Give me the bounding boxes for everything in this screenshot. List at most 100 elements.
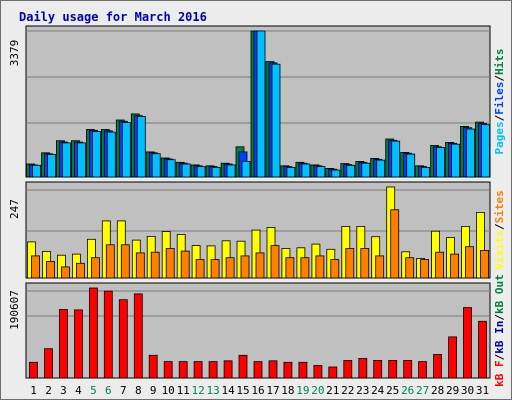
- x-tick-label-day-18: 18: [281, 384, 294, 397]
- x-tick-label-day-28: 28: [431, 384, 444, 397]
- bar-visits-sites-day-16: [255, 252, 265, 279]
- legend-kbytes-part-2: kB In: [493, 321, 506, 354]
- bar-kbytes-kb-f-day-29: [448, 336, 458, 379]
- bar-hits-pages-day-28: [436, 147, 446, 178]
- panel-visits-ymax-label: 247: [8, 199, 21, 219]
- legend-visits-part-2: Sites: [493, 190, 506, 223]
- x-tick-label-day-20: 20: [311, 384, 324, 397]
- bar-hits-pages-day-23: [361, 162, 371, 178]
- bar-kbytes-kb-f-day-4: [74, 309, 83, 379]
- x-tick-label-day-4: 4: [75, 384, 82, 397]
- bar-hits-pages-day-2: [47, 154, 56, 178]
- bar-kbytes-kb-f-day-22: [343, 359, 353, 379]
- bar-visits-sites-day-27: [420, 259, 430, 279]
- x-tick-label-day-26: 26: [401, 384, 414, 397]
- x-tick-label-day-23: 23: [356, 384, 369, 397]
- bar-kbytes-kb-f-day-27: [418, 361, 428, 379]
- x-tick-label-day-7: 7: [120, 384, 127, 397]
- bar-visits-sites-day-19: [300, 257, 310, 279]
- bar-visits-sites-day-15: [240, 255, 250, 279]
- legend-kbytes-part-1: /: [493, 353, 506, 360]
- bar-kbytes-kb-f-day-3: [59, 309, 68, 379]
- x-tick-label-day-2: 2: [45, 384, 52, 397]
- bar-visits-sites-day-30: [465, 246, 474, 279]
- panel-kbytes-legend: kB F/kB In/kB Out: [493, 274, 506, 387]
- bar-visits-sites-day-17: [270, 245, 280, 279]
- x-tick-label-day-10: 10: [162, 384, 175, 397]
- bar-hits-pages-day-12: [196, 166, 206, 178]
- legend-hits-part-2: Files: [493, 82, 506, 115]
- bar-kbytes-kb-f-day-30: [463, 307, 472, 379]
- legend-kbytes-part-4: kB Out: [493, 274, 506, 314]
- x-tick-label-day-21: 21: [326, 384, 339, 397]
- bar-kbytes-kb-f-day-24: [373, 359, 383, 379]
- legend-visits-part-0: Visits: [493, 230, 506, 270]
- bar-hits-pages-day-9: [151, 153, 161, 178]
- bar-visits-sites-day-20: [315, 255, 325, 279]
- bar-visits-sites-day-31: [480, 249, 489, 279]
- bar-visits-sites-day-24: [375, 255, 385, 279]
- x-tick-label-day-17: 17: [266, 384, 279, 397]
- bar-visits-sites-day-21: [330, 259, 340, 279]
- legend-hits-part-4: Hits: [493, 49, 506, 76]
- bar-visits-sites-day-13: [210, 259, 220, 279]
- bar-hits-pages-day-11: [181, 163, 191, 178]
- bar-kbytes-kb-f-day-10: [163, 361, 173, 379]
- bar-kbytes-kb-f-day-17: [268, 360, 278, 379]
- bar-kbytes-kb-f-day-25: [388, 359, 398, 379]
- bar-hits-pages-day-7: [121, 122, 131, 178]
- x-tick-label-day-12: 12: [191, 384, 204, 397]
- bar-kbytes-kb-f-day-5: [89, 287, 98, 379]
- x-tick-label-day-31: 31: [476, 384, 489, 397]
- bar-visits-sites-day-6: [105, 244, 115, 279]
- x-tick-label-day-25: 25: [386, 384, 399, 397]
- bar-hits-pages-day-13: [211, 167, 221, 178]
- bar-hits-pages-day-31: [481, 124, 490, 178]
- bar-visits-sites-day-4: [76, 262, 85, 279]
- legend-visits-part-1: /: [493, 223, 506, 230]
- bar-hits-pages-day-5: [92, 131, 101, 178]
- bar-kbytes-kb-f-day-19: [298, 361, 308, 379]
- bar-kbytes-kb-f-day-8: [133, 293, 143, 379]
- x-tick-label-day-11: 11: [177, 384, 190, 397]
- bar-hits-pages-day-4: [77, 142, 86, 178]
- bar-kbytes-kb-f-day-9: [148, 354, 158, 379]
- bar-hits-pages-day-1: [32, 164, 41, 178]
- x-tick-label-day-14: 14: [221, 384, 235, 397]
- chart-title: Daily usage for March 2016: [19, 10, 207, 24]
- bar-kbytes-kb-f-day-20: [313, 365, 323, 379]
- bar-visits-sites-day-8: [135, 252, 145, 279]
- bar-kbytes-kb-f-day-1: [29, 361, 38, 379]
- panel-visits-legend: Visits/Sites: [493, 190, 506, 270]
- bar-kbytes-kb-f-day-2: [44, 348, 53, 379]
- x-tick-label-day-5: 5: [90, 384, 97, 397]
- bar-kbytes-kb-f-day-7: [118, 299, 128, 379]
- bar-hits-pages-day-18: [286, 167, 296, 178]
- bar-visits-sites-day-10: [165, 248, 175, 279]
- bar-kbytes-kb-f-day-28: [433, 354, 443, 379]
- bar-hits-pages-day-15: [241, 160, 251, 178]
- x-tick-label-day-24: 24: [371, 384, 385, 397]
- panel-kbytes-ymax-label: 190607: [8, 290, 21, 330]
- bar-visits-sites-day-3: [61, 266, 70, 279]
- bar-hits-pages-day-19: [301, 163, 311, 178]
- bar-hits-pages-day-26: [406, 153, 416, 178]
- bar-hits-pages-day-8: [136, 116, 146, 178]
- x-tick-label-day-6: 6: [105, 384, 112, 397]
- bar-visits-sites-day-9: [150, 251, 160, 279]
- legend-hits-part-0: Pages: [493, 121, 506, 154]
- bar-visits-sites-day-28: [435, 251, 445, 279]
- bar-hits-pages-day-22: [346, 164, 356, 178]
- bar-visits-sites-day-25: [390, 209, 400, 279]
- bar-hits-pages-day-27: [421, 167, 431, 178]
- bar-visits-sites-day-22: [345, 248, 355, 279]
- legend-kbytes-part-0: kB F: [493, 360, 506, 387]
- bar-visits-sites-day-18: [285, 257, 295, 279]
- bar-visits-sites-day-14: [225, 257, 235, 279]
- bar-hits-pages-day-3: [62, 142, 71, 178]
- x-tick-label-day-16: 16: [251, 384, 264, 397]
- x-tick-label-day-22: 22: [341, 384, 354, 397]
- x-tick-label-day-30: 30: [461, 384, 474, 397]
